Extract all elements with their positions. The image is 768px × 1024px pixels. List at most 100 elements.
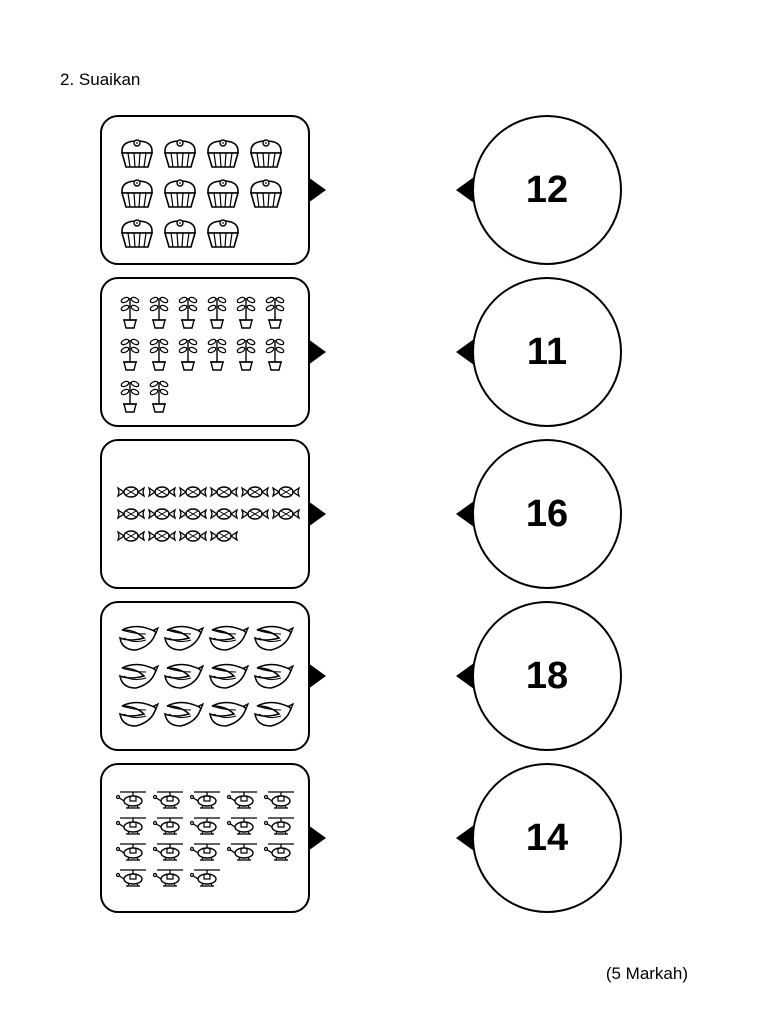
item-row (116, 526, 239, 546)
candy-icon (209, 482, 239, 502)
banana-icon (251, 620, 295, 656)
item-row (116, 171, 287, 209)
item-row (116, 482, 301, 502)
helicopter-icon (264, 813, 300, 837)
cupcake-icon (202, 131, 244, 169)
item-row (116, 865, 226, 889)
number-circle: 12 (472, 115, 622, 265)
candy-icon (147, 526, 177, 546)
candy-icon (116, 526, 146, 546)
connector-right-icon (308, 177, 326, 203)
candy-icon (116, 504, 146, 524)
item-row (116, 787, 300, 811)
candy-icon (240, 504, 270, 524)
item-grid (110, 787, 300, 889)
instruction-text: Suaikan (79, 70, 140, 89)
number-circle: 16 (472, 439, 622, 589)
item-row (116, 290, 289, 330)
helicopter-icon (190, 865, 226, 889)
item-row (116, 332, 289, 372)
cupcake-icon (202, 171, 244, 209)
numeral: 18 (526, 655, 568, 698)
plant-icon (145, 374, 173, 414)
item-row (116, 211, 244, 249)
helicopter-icon (153, 787, 189, 811)
banana-icon (206, 658, 250, 694)
question-instruction: 2. Suaikan (60, 70, 708, 90)
banana-icon (251, 658, 295, 694)
item-grid (110, 620, 300, 732)
plant-icon (232, 332, 260, 372)
helicopter-icon (190, 787, 226, 811)
candy-icon (147, 504, 177, 524)
plant-icon (116, 332, 144, 372)
item-grid (110, 482, 300, 546)
cupcake-icon (116, 211, 158, 249)
candy-icon (178, 526, 208, 546)
picture-box (100, 763, 310, 913)
number-circle: 14 (472, 763, 622, 913)
cupcake-icon (245, 131, 287, 169)
helicopter-icon (116, 839, 152, 863)
plant-icon (261, 332, 289, 372)
item-row (116, 504, 301, 524)
item-row (116, 839, 300, 863)
helicopter-icon (153, 865, 189, 889)
matching-row: 18 (100, 601, 708, 751)
question-number: 2. (60, 70, 74, 89)
picture-box (100, 601, 310, 751)
picture-box (100, 277, 310, 427)
banana-icon (206, 696, 250, 732)
plant-icon (145, 332, 173, 372)
connector-right-icon (308, 501, 326, 527)
plant-icon (116, 374, 144, 414)
numeral: 12 (526, 169, 568, 212)
helicopter-icon (116, 787, 152, 811)
cupcake-icon (245, 171, 287, 209)
plant-icon (232, 290, 260, 330)
cupcake-icon (159, 171, 201, 209)
item-row (116, 658, 295, 694)
plant-icon (203, 290, 231, 330)
candy-icon (178, 504, 208, 524)
cupcake-icon (116, 171, 158, 209)
cupcake-icon (159, 131, 201, 169)
numeral: 11 (527, 331, 567, 374)
candy-icon (271, 504, 301, 524)
item-row (116, 696, 295, 732)
marks-label: (5 Markah) (606, 964, 688, 984)
helicopter-icon (190, 813, 226, 837)
candy-icon (147, 482, 177, 502)
connector-right-icon (308, 663, 326, 689)
item-grid (110, 131, 300, 249)
plant-icon (116, 290, 144, 330)
matching-row: 16 (100, 439, 708, 589)
banana-icon (116, 658, 160, 694)
banana-icon (251, 696, 295, 732)
candy-icon (178, 482, 208, 502)
plant-icon (174, 332, 202, 372)
candy-icon (240, 482, 270, 502)
picture-box (100, 439, 310, 589)
matching-row: 11 (100, 277, 708, 427)
plant-icon (261, 290, 289, 330)
helicopter-icon (153, 813, 189, 837)
candy-icon (116, 482, 146, 502)
matching-rows: 12 11 16 18 14 (60, 115, 708, 913)
plant-icon (174, 290, 202, 330)
helicopter-icon (264, 839, 300, 863)
item-row (116, 620, 295, 656)
helicopter-icon (227, 839, 263, 863)
candy-icon (209, 504, 239, 524)
picture-box (100, 115, 310, 265)
number-circle: 11 (472, 277, 622, 427)
cupcake-icon (202, 211, 244, 249)
item-grid (110, 290, 300, 414)
banana-icon (161, 658, 205, 694)
banana-icon (206, 620, 250, 656)
number-circle: 18 (472, 601, 622, 751)
plant-icon (203, 332, 231, 372)
matching-row: 14 (100, 763, 708, 913)
banana-icon (161, 620, 205, 656)
connector-right-icon (308, 825, 326, 851)
